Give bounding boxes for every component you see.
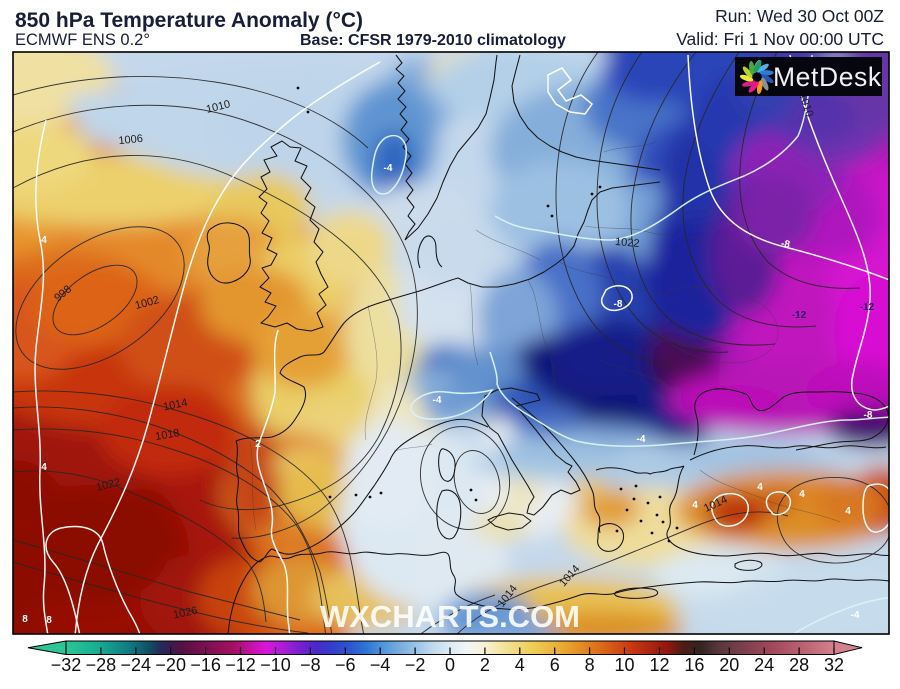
svg-text:20: 20 xyxy=(719,655,739,675)
svg-text:1026: 1026 xyxy=(172,605,198,622)
svg-text:−16: −16 xyxy=(190,655,221,675)
svg-text:−32: −32 xyxy=(51,655,82,675)
svg-text:WXCHARTS.COM: WXCHARTS.COM xyxy=(320,599,580,634)
svg-text:4: 4 xyxy=(41,462,47,473)
svg-text:2: 2 xyxy=(480,655,490,675)
svg-text:-12: -12 xyxy=(792,310,807,321)
svg-text:4: 4 xyxy=(757,482,763,493)
svg-text:Base: CFSR 1979-2010 climatolo: Base: CFSR 1979-2010 climatology xyxy=(300,32,566,49)
svg-text:-12: -12 xyxy=(860,302,875,313)
svg-text:−6: −6 xyxy=(335,655,356,675)
svg-text:−10: −10 xyxy=(260,655,291,675)
svg-text:MetDesk: MetDesk xyxy=(773,62,882,92)
svg-text:1018: 1018 xyxy=(154,427,180,443)
svg-text:-4: -4 xyxy=(433,395,442,406)
svg-text:24: 24 xyxy=(754,655,774,675)
svg-text:1022: 1022 xyxy=(95,476,122,494)
svg-text:6: 6 xyxy=(550,655,560,675)
svg-text:2: 2 xyxy=(255,439,261,450)
svg-text:4: 4 xyxy=(692,500,698,511)
svg-text:-4: -4 xyxy=(384,163,393,174)
svg-text:850 hPa Temperature Anomaly (°: 850 hPa Temperature Anomaly (°C) xyxy=(15,9,363,32)
svg-text:8: 8 xyxy=(46,615,52,626)
svg-text:28: 28 xyxy=(789,655,809,675)
svg-text:4: 4 xyxy=(41,235,47,246)
svg-text:−20: −20 xyxy=(155,655,186,675)
svg-text:10: 10 xyxy=(614,655,634,675)
svg-text:8: 8 xyxy=(585,655,595,675)
svg-text:−28: −28 xyxy=(86,655,117,675)
svg-text:4: 4 xyxy=(515,655,525,675)
svg-text:1006: 1006 xyxy=(118,133,144,147)
svg-text:Valid: Fri 1 Nov 00:00 UTC: Valid: Fri 1 Nov 00:00 UTC xyxy=(676,29,884,49)
svg-text:−4: −4 xyxy=(370,655,391,675)
svg-text:1022: 1022 xyxy=(615,236,640,250)
svg-text:−8: −8 xyxy=(300,655,321,675)
svg-text:−2: −2 xyxy=(405,655,426,675)
svg-text:-8: -8 xyxy=(864,410,873,421)
svg-text:-8: -8 xyxy=(780,238,791,250)
svg-text:4: 4 xyxy=(799,489,805,500)
svg-text:0: 0 xyxy=(445,655,455,675)
svg-text:1010: 1010 xyxy=(205,98,232,116)
svg-text:−12: −12 xyxy=(225,655,256,675)
svg-text:8: 8 xyxy=(22,614,28,625)
svg-text:-4: -4 xyxy=(851,610,860,621)
svg-text:1014: 1014 xyxy=(162,397,188,414)
svg-text:12: 12 xyxy=(649,655,669,675)
svg-text:-8: -8 xyxy=(614,299,623,310)
svg-text:32: 32 xyxy=(824,655,844,675)
svg-text:Run: Wed 30 Oct 00Z: Run: Wed 30 Oct 00Z xyxy=(715,6,884,26)
svg-text:4: 4 xyxy=(845,506,851,517)
svg-text:16: 16 xyxy=(684,655,704,675)
svg-text:ECMWF ENS 0.2°: ECMWF ENS 0.2° xyxy=(15,31,150,49)
svg-text:-4: -4 xyxy=(637,434,646,445)
svg-text:−24: −24 xyxy=(121,655,152,675)
